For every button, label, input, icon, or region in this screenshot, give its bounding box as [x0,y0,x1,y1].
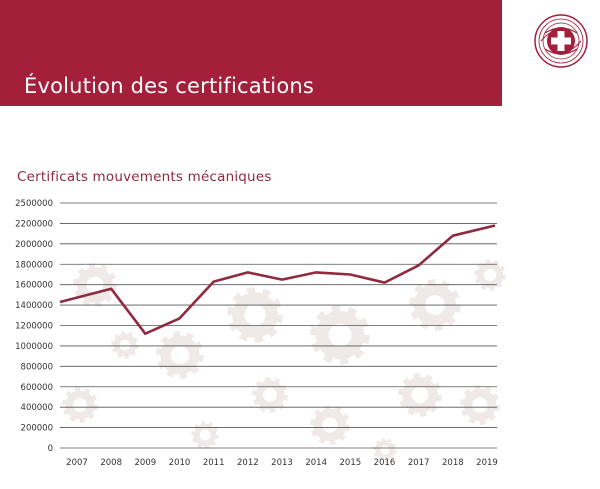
y-tick-label: 1400000 [15,301,53,311]
x-tick-label: 2010 [169,458,191,468]
gear-icon [252,377,288,413]
y-tick-label: 1200000 [15,322,53,332]
gear-icon [398,373,442,417]
y-tick-label: 2000000 [15,240,53,250]
title-banner: Évolution des certifications [0,0,502,106]
gear-icon [310,405,350,445]
x-tick-label: 2012 [237,458,259,468]
x-tick-label: 2017 [408,458,430,468]
x-tick-label: 2009 [135,458,157,468]
line-chart: 0 200000 400000 600000 800000 1000000 1200000 1… [0,195,600,484]
y-tick-label: 200000 [21,424,53,434]
gear-icon [191,421,219,449]
gear-icon [62,387,98,423]
swiss-cross-logo-icon [533,13,589,69]
y-tick-label: 2200000 [15,219,53,229]
x-tick-label: 2015 [340,458,362,468]
gear-icon [474,259,506,291]
x-tick-label: 2007 [66,458,88,468]
x-tick-label: 2008 [100,458,122,468]
y-tick-label: 1800000 [15,260,53,270]
chart-grid [60,203,497,448]
gear-icon [156,331,204,379]
y-tick-label: 0 [48,444,53,454]
x-tick-label: 2019 [476,458,498,468]
gear-icon [310,305,370,365]
x-tick-label: 2016 [374,458,396,468]
gear-icon [460,385,500,425]
gear-icon [227,287,283,343]
x-axis-ticks: 2007 2008 2009 2010 2011 2012 2013 2014 2015 2016… [66,458,498,468]
y-tick-label: 1000000 [15,342,53,352]
y-tick-label: 800000 [21,362,53,372]
chart-title: Certificats mouvements mécaniques [17,169,272,185]
x-tick-label: 2011 [203,458,225,468]
x-tick-label: 2014 [305,458,327,468]
y-tick-label: 2500000 [15,199,53,209]
x-tick-label: 2013 [271,458,293,468]
y-axis-ticks: 0 200000 400000 600000 800000 1000000 1200000 1… [15,199,53,454]
gear-icon [111,331,139,359]
page-title: Évolution des certifications [24,74,314,98]
gear-background [62,259,506,462]
y-tick-label: 600000 [21,383,53,393]
y-tick-label: 400000 [21,403,53,413]
chart-svg: 0 200000 400000 600000 800000 1000000 1200000 1… [0,195,600,484]
y-tick-label: 1600000 [15,281,53,291]
x-tick-label: 2018 [442,458,464,468]
